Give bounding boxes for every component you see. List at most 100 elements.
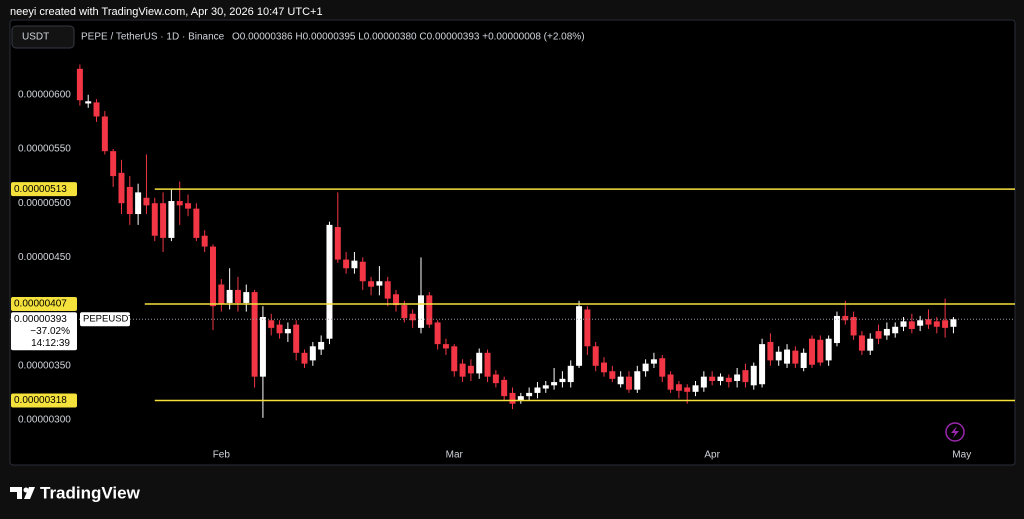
candle-body	[118, 172, 125, 204]
candle-body	[642, 363, 649, 372]
candle-body	[226, 289, 233, 303]
candle-body	[218, 284, 225, 305]
candle-body	[334, 227, 341, 260]
logo-mark	[10, 487, 35, 499]
candle-body	[784, 349, 791, 364]
last-price-box	[11, 312, 77, 351]
y-tick-label: 0.00000550	[18, 144, 71, 155]
ohlc-legend: O0.00000386 H0.00000395 L0.00000380 C0.0…	[232, 32, 585, 43]
candle-body	[567, 365, 574, 383]
candle-body	[584, 309, 591, 347]
attribution: neeyi created with TradingView.com, Apr …	[10, 6, 323, 18]
currency-button-label[interactable]: USDT	[22, 32, 49, 43]
y-tick-label: 0.00000350	[18, 360, 71, 371]
candle-body	[101, 116, 108, 152]
x-tick-label: Mar	[446, 450, 464, 461]
candle-body	[368, 281, 375, 287]
candle-body	[858, 335, 865, 351]
symbol-tag-box	[80, 312, 130, 327]
candle-body	[492, 374, 499, 384]
lightning-glyph[interactable]	[951, 426, 959, 438]
candle-body	[900, 321, 907, 327]
currency-button[interactable]	[11, 25, 75, 49]
candle-body	[542, 385, 549, 389]
y-tick-label: 0.00000500	[18, 198, 71, 209]
symbol-tag: PEPEUSDT	[83, 314, 134, 325]
candle-body	[509, 392, 516, 404]
candle-body	[243, 292, 250, 303]
logo-text: TradingView	[40, 483, 141, 502]
candle-body	[775, 351, 782, 361]
candle-body	[201, 235, 208, 247]
candle-body	[143, 197, 150, 206]
candle-body	[825, 338, 832, 361]
candle-body	[650, 359, 657, 364]
candle-body	[268, 320, 275, 328]
candle-body	[833, 315, 840, 344]
last-price-change: −37.02%	[30, 326, 70, 337]
candle-body	[817, 339, 824, 363]
candle-body	[942, 320, 949, 328]
candle-body	[609, 371, 616, 379]
candle-body	[617, 376, 624, 385]
candle-body	[234, 289, 241, 303]
candle-body	[251, 292, 258, 377]
candle-body	[293, 324, 300, 353]
candle-body	[276, 324, 283, 334]
price-label: 0.00000318	[14, 395, 67, 406]
price-label-box	[11, 393, 77, 408]
candle-body	[667, 374, 674, 390]
candle-body	[601, 362, 608, 373]
candle-body	[551, 382, 558, 386]
candle-body	[950, 319, 957, 327]
candle-body	[700, 376, 707, 388]
candle-body	[792, 350, 799, 364]
candle-body	[659, 358, 666, 377]
candle-body	[767, 341, 774, 361]
candle-body	[717, 376, 724, 381]
lightning-icon[interactable]	[945, 422, 965, 442]
candle-body	[534, 387, 541, 393]
candle-body	[176, 201, 183, 206]
candle-body	[318, 341, 325, 350]
countdown: 14:12:39	[31, 338, 70, 349]
candle-body	[750, 365, 757, 386]
candle-body	[160, 203, 167, 238]
y-tick-label: 0.00000600	[18, 89, 71, 100]
candle-body	[725, 377, 732, 383]
candle-body	[809, 338, 815, 365]
candle-body	[417, 295, 424, 328]
candle-body	[85, 101, 92, 104]
candle-body	[193, 208, 200, 238]
candle-body	[875, 331, 882, 339]
price-label: 0.00000407	[14, 299, 67, 310]
candle-body	[376, 281, 383, 286]
candle-body	[501, 379, 508, 397]
candle-body	[908, 321, 915, 329]
candle-body	[185, 203, 192, 209]
candle-body	[933, 321, 940, 327]
candle-body	[476, 352, 483, 374]
candle-body	[259, 317, 266, 377]
candle-body	[592, 346, 599, 366]
candle-body	[384, 281, 391, 299]
candle-body	[675, 384, 682, 391]
candle-body	[576, 306, 583, 366]
candle-body	[393, 294, 400, 306]
candle-body	[734, 374, 741, 381]
candle-body	[742, 370, 749, 383]
candle-body	[867, 338, 874, 351]
candle-body	[451, 346, 458, 372]
candle-body	[917, 320, 924, 326]
candle-body	[135, 192, 142, 215]
candle-body	[434, 322, 441, 345]
candle-body	[326, 224, 333, 339]
symbol-title: PEPE / TetherUS · 1D · Binance	[81, 32, 225, 43]
candle-body	[110, 151, 117, 177]
candle-body	[625, 376, 632, 390]
candle-body	[76, 68, 83, 101]
candle-body	[692, 385, 699, 392]
candle-body	[442, 344, 449, 349]
